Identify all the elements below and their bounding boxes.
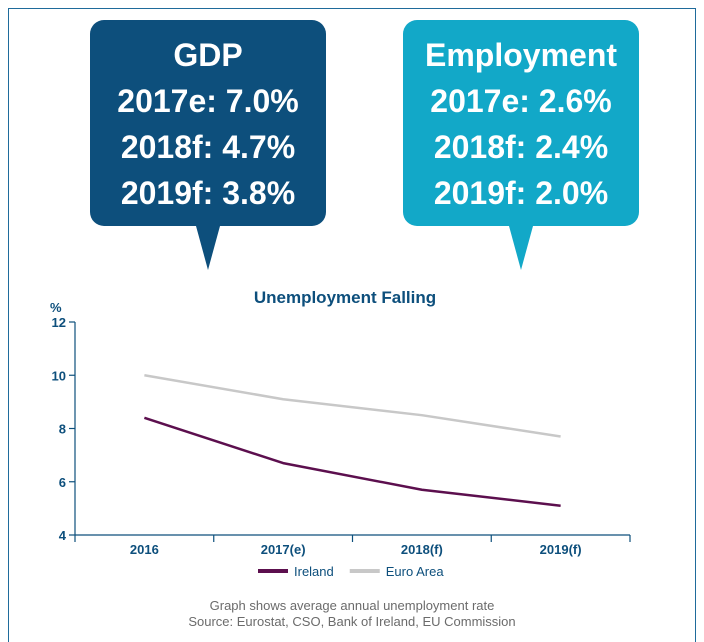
- y-tick-label: 6: [59, 475, 66, 490]
- employment-2017-value: 2017e: 2.6%: [430, 83, 612, 119]
- footnote-description: Graph shows average annual unemployment …: [209, 598, 495, 613]
- y-tick-label: 4: [59, 528, 67, 543]
- employment-title: Employment: [424, 37, 618, 73]
- y-tick-label: 10: [52, 368, 66, 383]
- legend-label-euro-area: Euro Area: [386, 564, 445, 579]
- legend-label-ireland: Ireland: [294, 564, 334, 579]
- series-line-ireland: [143, 416, 561, 507]
- y-axis-unit-label: %: [50, 300, 62, 315]
- y-tick-label: 8: [59, 422, 66, 437]
- y-tick-label: 12: [52, 315, 66, 330]
- series-line-euro-area: [144, 374, 561, 438]
- chart-axes: 4 6 8 10 12 2016 2017(e) 2018(f) 2019(f): [52, 315, 631, 557]
- chart-series: [143, 374, 561, 507]
- employment-callout: Employment 2017e: 2.6% 2018f: 2.4% 2019f…: [403, 20, 639, 226]
- gdp-2017-value: 2017e: 7.0%: [117, 83, 299, 119]
- x-tick-label: 2016: [130, 542, 159, 557]
- footnote-source: Source: Eurostat, CSO, Bank of Ireland, …: [188, 614, 516, 629]
- x-tick-label: 2017(e): [261, 542, 306, 557]
- gdp-2019-value: 2019f: 3.8%: [120, 175, 296, 211]
- x-tick-label: 2018(f): [401, 542, 443, 557]
- gdp-title: GDP: [173, 37, 243, 73]
- employment-2019-value: 2019f: 2.0%: [433, 175, 609, 211]
- infographic-frame: [8, 8, 696, 642]
- gdp-2018-value: 2018f: 4.7%: [120, 129, 296, 165]
- employment-2018-value: 2018f: 2.4%: [433, 129, 609, 165]
- x-tick-label: 2019(f): [540, 542, 582, 557]
- chart-title: Unemployment Falling: [254, 288, 436, 307]
- gdp-callout: GDP 2017e: 7.0% 2018f: 4.7% 2019f: 3.8%: [90, 20, 326, 226]
- chart-legend: Ireland Euro Area: [258, 564, 444, 579]
